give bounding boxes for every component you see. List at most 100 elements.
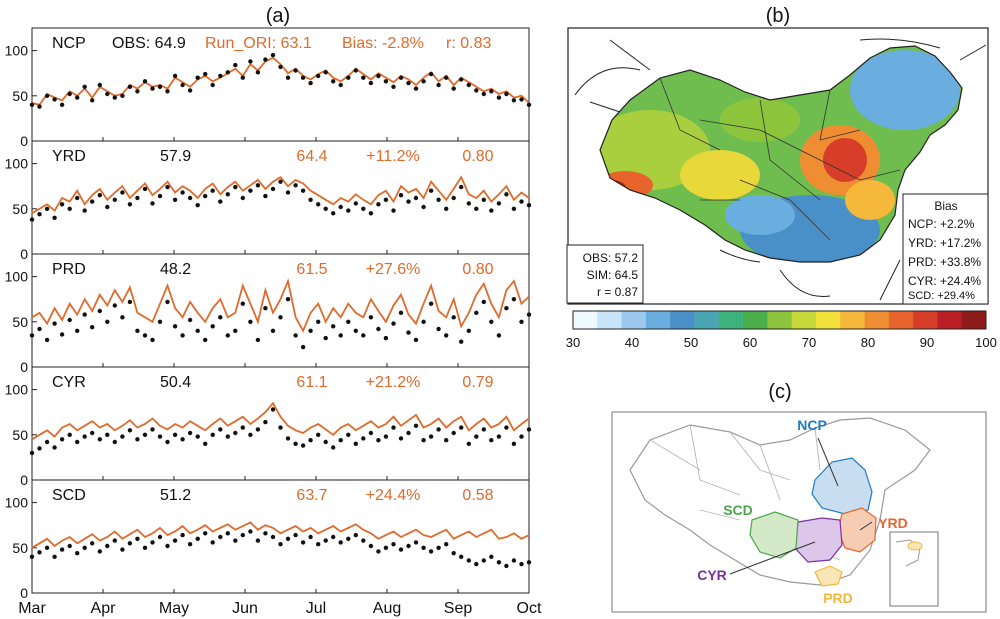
bias-value: +24.4% [366, 487, 421, 504]
leader-yrd [859, 521, 873, 531]
obs-point [496, 95, 502, 100]
obs-point [157, 319, 163, 324]
obs-point [52, 215, 57, 220]
obs-point [316, 542, 321, 547]
obs-point [255, 337, 261, 343]
obs-point [391, 542, 396, 547]
obs-point [413, 86, 419, 91]
x-tick-label: Apr [91, 600, 117, 617]
y-tick-label: 0 [20, 246, 28, 262]
obs-point [278, 179, 283, 184]
obs-point [459, 425, 464, 430]
obs-point [142, 432, 148, 437]
x-tick-label: Aug [373, 600, 401, 617]
obs-point [526, 102, 532, 108]
colorbar-tick-label: 40 [625, 335, 639, 350]
obs-point [519, 199, 524, 204]
obs-point [346, 208, 351, 213]
map-b-bias-box [902, 193, 989, 305]
obs-point [120, 547, 125, 552]
obs-point [383, 197, 389, 202]
obs-point [383, 545, 389, 550]
obs-point [218, 315, 223, 320]
y-tick-label: 50 [12, 88, 28, 104]
obs-point [172, 73, 178, 79]
obs-point [406, 80, 411, 86]
obs-point [421, 79, 426, 84]
colorbar-swatch [694, 311, 720, 329]
obs-point [353, 441, 358, 446]
colorbar-swatch [743, 311, 768, 329]
obs-point [300, 443, 306, 448]
obs-point [142, 333, 148, 338]
obs-point [308, 197, 313, 202]
obs-point [466, 328, 471, 333]
region-name: YRD [52, 148, 86, 165]
obs-point [436, 545, 441, 550]
obs-point [481, 197, 486, 202]
obs-point [421, 545, 426, 550]
obs-point [398, 193, 404, 198]
obs-point [406, 330, 411, 335]
obs-point [504, 306, 509, 311]
obs-point [37, 212, 42, 217]
sim-mean: 61.1 [296, 374, 327, 391]
obs-point [504, 425, 509, 430]
obs-point [240, 301, 245, 306]
obs-point [346, 432, 351, 437]
obs-point [504, 563, 509, 569]
obs-point [300, 540, 306, 545]
obs-point [308, 328, 313, 333]
obs-point [451, 86, 456, 91]
obs-point [142, 186, 148, 192]
obs-point [59, 202, 65, 207]
region-name: NCP [52, 35, 86, 52]
obs-point [105, 319, 110, 324]
x-tick-label: Oct [517, 600, 542, 617]
obs-point [44, 93, 50, 99]
obs-point [195, 328, 200, 333]
bias-value: +11.2% [366, 148, 420, 165]
obs-point [97, 437, 103, 442]
obs-point [180, 532, 185, 538]
y-tick-label: 50 [12, 427, 28, 443]
y-tick-label: 100 [5, 495, 29, 511]
obs-point [436, 427, 441, 432]
y-tick-label: 0 [20, 585, 28, 601]
colorbar-swatch [913, 311, 938, 329]
colorbar-swatch [791, 311, 817, 329]
obs-point [225, 434, 230, 439]
obs-point [150, 201, 155, 206]
obs-point [240, 425, 245, 430]
x-tick-label: Mar [18, 600, 46, 617]
panel-b-map: OBS: 57.2 SIM: 64.5 r = 0.87 Bias NCP: +… [566, 27, 997, 350]
y-tick-label: 100 [5, 382, 29, 398]
label-ncp: NCP [797, 417, 827, 433]
obs-point [353, 68, 358, 73]
obs-point [165, 184, 170, 190]
obs-point [59, 332, 65, 337]
obs-point [444, 75, 449, 80]
obs-point [526, 203, 532, 208]
x-tick-label: Sep [444, 600, 473, 617]
x-tick-label: May [159, 600, 189, 617]
obs-point [293, 441, 298, 446]
obs-point [293, 333, 298, 338]
obs-point [293, 183, 298, 188]
obs-point [489, 319, 494, 324]
y-tick-label: 50 [12, 201, 28, 217]
colorbar-swatch [937, 311, 963, 329]
obs-point [368, 430, 374, 436]
obs-point [413, 337, 419, 343]
obs-point [376, 438, 381, 443]
obs-point [316, 432, 321, 437]
obs-point [240, 532, 245, 538]
obs-point [511, 558, 517, 563]
obs-point [444, 542, 449, 547]
obs-point [233, 328, 238, 333]
obs-point [361, 75, 366, 80]
label-prd: PRD [823, 590, 853, 606]
panel-c-region-map: NCP YRD PRD CYR SCD [611, 411, 987, 613]
obs-point [444, 438, 449, 443]
obs-point [323, 439, 328, 445]
